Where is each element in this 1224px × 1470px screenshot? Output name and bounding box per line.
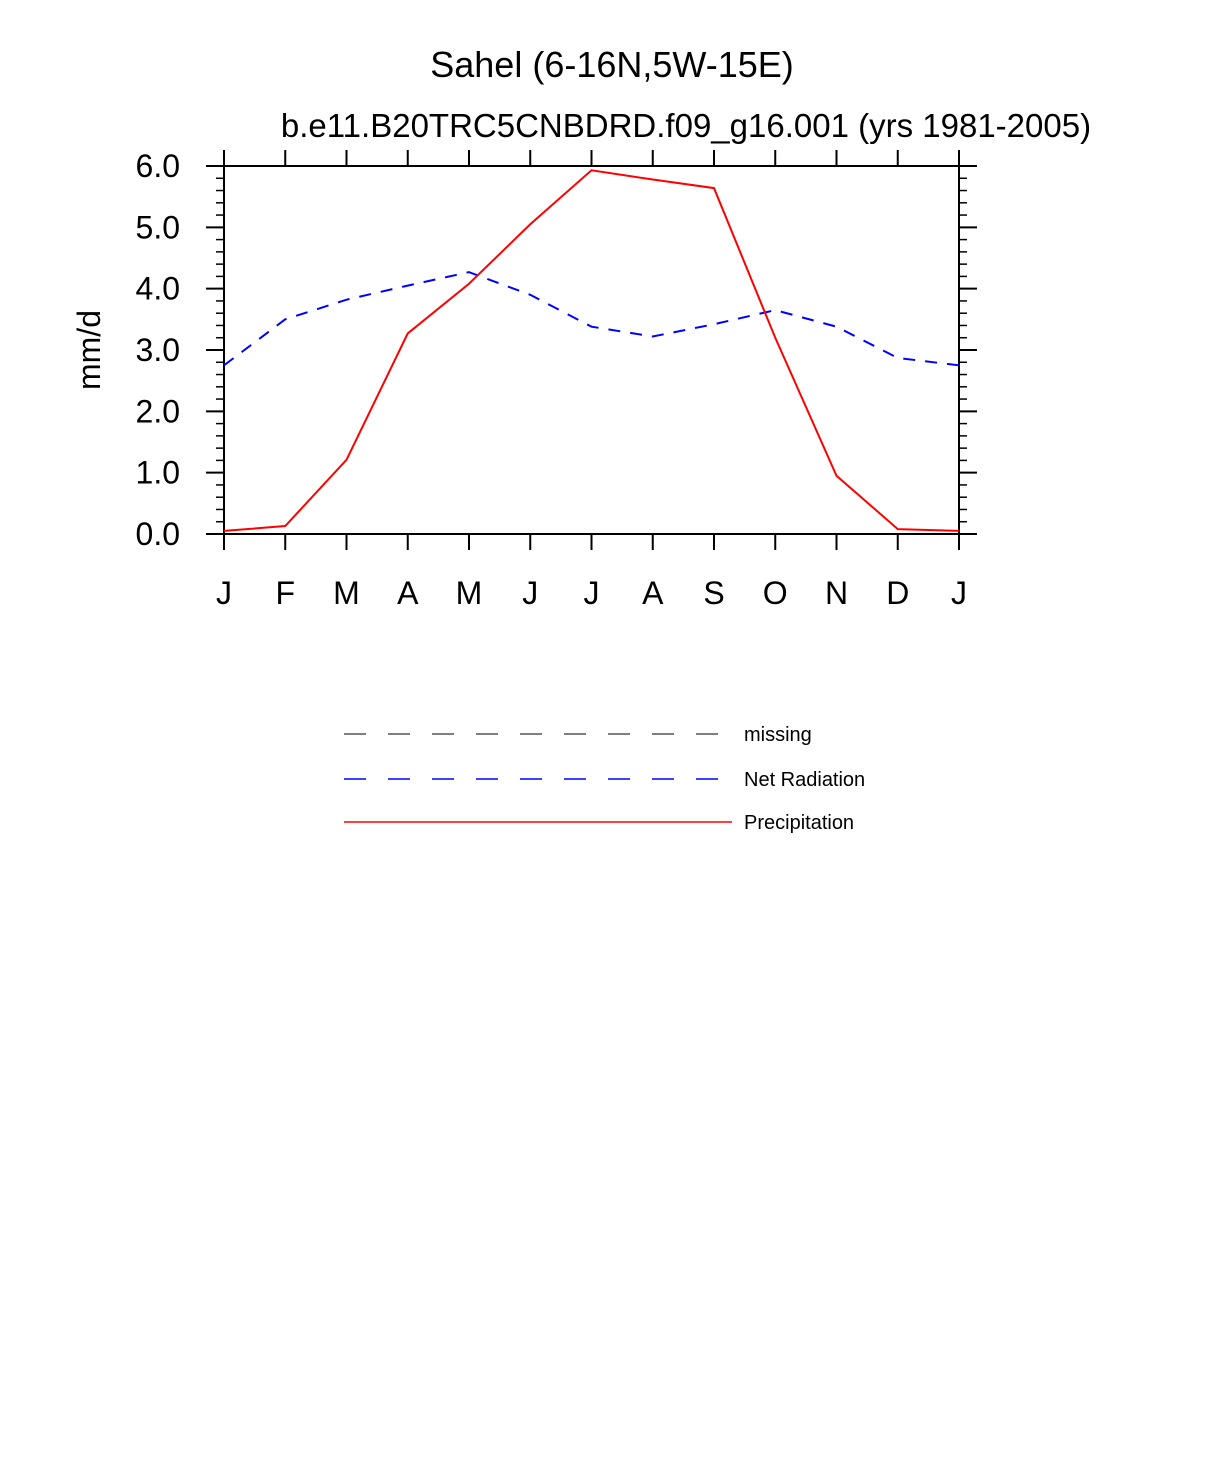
- y-tick-label: 3.0: [136, 332, 180, 368]
- plot-frame: [223, 165, 960, 535]
- y-tick-label: 0.0: [136, 516, 180, 552]
- x-tick-label: S: [703, 575, 724, 611]
- x-tick-label: M: [333, 575, 360, 611]
- x-tick-label: J: [951, 575, 967, 611]
- x-tick-label: M: [456, 575, 483, 611]
- x-tick-label: N: [825, 575, 848, 611]
- series-line-precipitation: [223, 169, 960, 532]
- plot-area: 0.0 1.0 2.0 3.0 4.0 5.0 6.0 J F M A M J J A S O N D J: [136, 148, 977, 611]
- y-tick-label: 1.0: [136, 455, 180, 491]
- x-tick-label: O: [763, 575, 788, 611]
- y-tick-label: 5.0: [136, 209, 180, 245]
- series-line-net-radiation: [223, 271, 960, 367]
- legend-label-net-radiation: Net Radiation: [744, 769, 865, 791]
- x-tick-label: D: [886, 575, 909, 611]
- legend: missing Net Radiation Precipitation: [344, 724, 865, 834]
- x-tick-label: J: [522, 575, 538, 611]
- y-axis-label: mm/d: [71, 310, 107, 390]
- x-tick-label: A: [642, 575, 664, 611]
- x-tick-label: J: [584, 575, 600, 611]
- chart-title: Sahel (6-16N,5W-15E): [430, 44, 794, 85]
- y-tick-label: 2.0: [136, 393, 180, 429]
- legend-label-missing: missing: [744, 724, 812, 746]
- x-tick-label: J: [216, 575, 232, 611]
- x-tick-label: A: [397, 575, 419, 611]
- y-tick-label: 4.0: [136, 271, 180, 307]
- legend-label-precipitation: Precipitation: [744, 812, 854, 834]
- x-tick-label: F: [275, 575, 295, 611]
- y-tick-label: 6.0: [136, 148, 180, 184]
- chart-subtitle: b.e11.B20TRC5CNBDRD.f09_g16.001 (yrs 198…: [281, 107, 1091, 144]
